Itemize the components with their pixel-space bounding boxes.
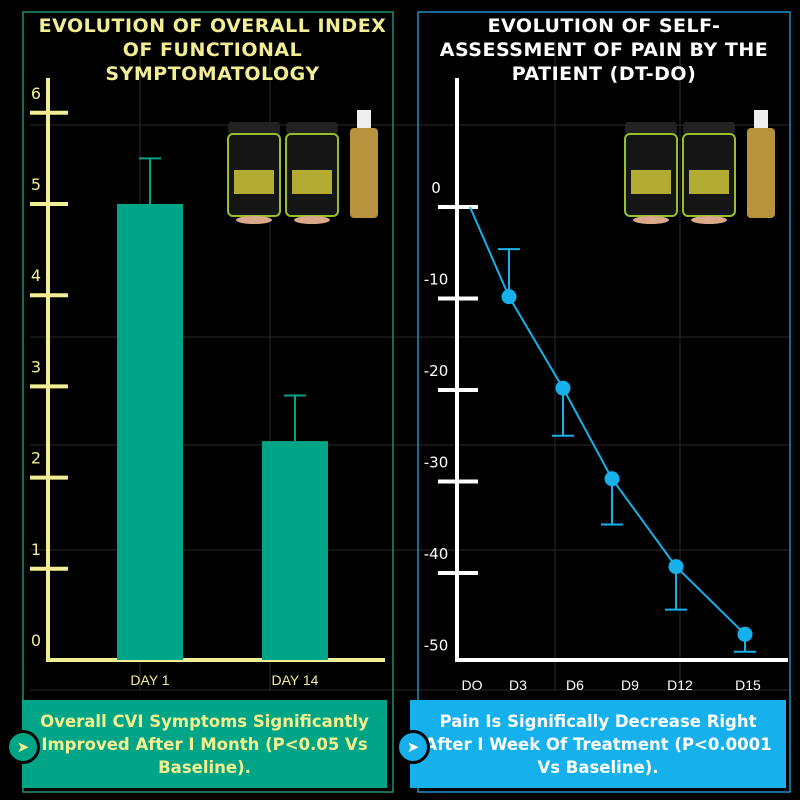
- data-point: [555, 380, 571, 396]
- y-tick-label: 0: [431, 179, 441, 197]
- y-tick-label: 6: [31, 84, 41, 103]
- y-tick-label: 0: [31, 631, 41, 650]
- series-line: [469, 206, 746, 636]
- x-tick-label: D15: [735, 677, 761, 693]
- y-tick-label: 2: [31, 449, 41, 468]
- y-tick-label: 4: [31, 266, 41, 285]
- bar: [262, 441, 328, 660]
- product-label: [631, 170, 671, 194]
- y-tick-label: -20: [424, 362, 449, 380]
- x-tick-label: DO: [462, 677, 483, 693]
- y-tick-label: 1: [31, 540, 41, 559]
- left-chart-title: EVOLUTION OF OVERALL INDEX OF FUNCTIONAL…: [38, 15, 387, 85]
- chevron-right-icon: ➤: [396, 730, 430, 764]
- left-panel-border: [22, 11, 394, 793]
- x-tick-label: DAY 14: [272, 672, 319, 688]
- product-spray-bottle: [747, 128, 775, 218]
- y-tick-label: -40: [424, 545, 449, 563]
- y-tick-label: 3: [31, 357, 41, 376]
- product-label: [292, 170, 332, 194]
- product-capsules: [633, 216, 669, 224]
- product-jar-lid: [228, 122, 280, 134]
- right-panel-border: [417, 11, 791, 793]
- product-spray-pump: [357, 110, 371, 128]
- y-tick-label: 5: [31, 175, 41, 194]
- product-jar-lid: [286, 122, 338, 134]
- product-jar-lid: [683, 122, 735, 134]
- data-point: [737, 626, 753, 642]
- y-tick-label: -10: [424, 271, 449, 289]
- product-jar-lid: [625, 122, 677, 134]
- chevron-right-icon: ➤: [6, 730, 40, 764]
- product-capsules: [236, 216, 272, 224]
- product-label: [234, 170, 274, 194]
- x-tick-label: D3: [509, 677, 527, 693]
- right-caption: Pain Is Significally Decrease Right Afte…: [410, 700, 786, 788]
- product-capsules: [691, 216, 727, 224]
- y-tick-label: -50: [424, 637, 449, 655]
- data-point: [668, 559, 684, 575]
- product-label: [689, 170, 729, 194]
- data-point: [604, 471, 620, 487]
- y-tick-label: -30: [424, 454, 449, 472]
- bar: [117, 204, 183, 660]
- product-capsules: [294, 216, 330, 224]
- product-spray-bottle: [350, 128, 378, 218]
- x-tick-label: D12: [667, 677, 693, 693]
- x-tick-label: DAY 1: [130, 672, 169, 688]
- right-chart-title: EVOLUTION OF SELF-ASSESSMENT OF PAIN BY …: [439, 15, 769, 85]
- data-point: [501, 289, 517, 305]
- x-tick-label: D6: [566, 677, 584, 693]
- left-caption: Overall CVI Symptoms Significantly Impro…: [22, 700, 387, 788]
- x-tick-label: D9: [621, 677, 639, 693]
- product-spray-pump: [754, 110, 768, 128]
